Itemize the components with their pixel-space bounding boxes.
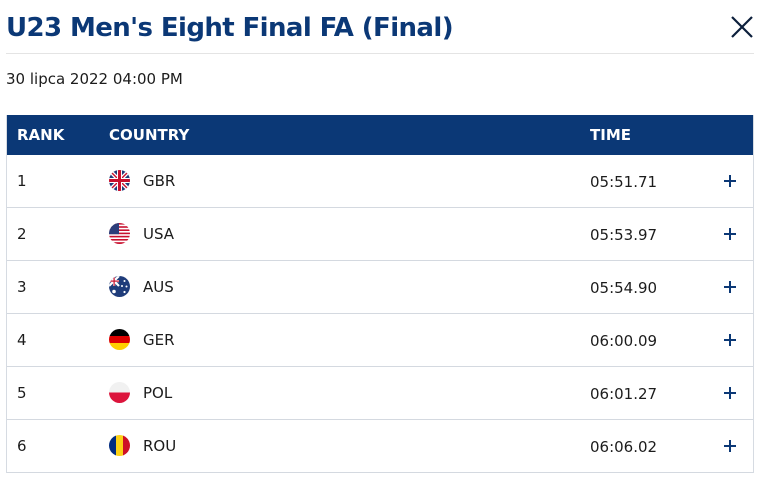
title-divider bbox=[6, 53, 754, 54]
time-cell: 06:00.09 bbox=[590, 332, 658, 350]
table-header: RANK COUNTRY TIME bbox=[7, 115, 753, 155]
rank-cell: 5 bbox=[17, 384, 27, 402]
country-code: GER bbox=[143, 331, 175, 349]
flag-gbr-icon bbox=[109, 170, 130, 191]
country-code: AUS bbox=[143, 278, 174, 296]
column-header-country: COUNTRY bbox=[109, 126, 190, 144]
column-header-time: TIME bbox=[590, 126, 631, 144]
time-cell: 05:51.71 bbox=[590, 173, 658, 191]
country-code: ROU bbox=[143, 437, 177, 455]
plus-icon[interactable] bbox=[720, 224, 740, 244]
plus-icon[interactable] bbox=[720, 383, 740, 403]
flag-rou-icon bbox=[109, 435, 130, 456]
plus-icon[interactable] bbox=[720, 330, 740, 350]
table-row: 2 USA 05:53.97 bbox=[7, 208, 753, 261]
rank-cell: 6 bbox=[17, 437, 27, 455]
table-row: 5 POL 06:01.27 bbox=[7, 367, 753, 420]
table-row: 3 AUS 05:54.90 bbox=[7, 261, 753, 314]
time-cell: 05:53.97 bbox=[590, 226, 658, 244]
flag-pol-icon bbox=[109, 382, 130, 403]
country-code: USA bbox=[143, 225, 175, 243]
country-code: POL bbox=[143, 384, 173, 402]
close-button[interactable] bbox=[727, 12, 757, 42]
flag-aus-icon bbox=[109, 276, 130, 297]
table-row: 1 GBR 05:51.71 bbox=[7, 155, 753, 208]
flag-ger-icon bbox=[109, 329, 130, 350]
table-row: 6 ROU 06:06.02 bbox=[7, 420, 753, 473]
time-cell: 06:01.27 bbox=[590, 385, 658, 403]
plus-icon[interactable] bbox=[720, 171, 740, 191]
column-header-rank: RANK bbox=[17, 126, 65, 144]
table-row: 4 GER 06:00.09 bbox=[7, 314, 753, 367]
plus-icon[interactable] bbox=[720, 277, 740, 297]
country-code: GBR bbox=[143, 172, 176, 190]
flag-usa-icon bbox=[109, 223, 130, 244]
page-title: U23 Men's Eight Final FA (Final) bbox=[6, 13, 454, 43]
race-date: 30 lipca 2022 04:00 PM bbox=[6, 70, 183, 88]
rank-cell: 4 bbox=[17, 331, 27, 349]
close-icon bbox=[731, 16, 753, 38]
rank-cell: 2 bbox=[17, 225, 27, 243]
plus-icon[interactable] bbox=[720, 436, 740, 456]
rank-cell: 3 bbox=[17, 278, 27, 296]
time-cell: 06:06.02 bbox=[590, 438, 658, 456]
results-table: RANK COUNTRY TIME 1 bbox=[6, 115, 754, 473]
time-cell: 05:54.90 bbox=[590, 279, 658, 297]
rank-cell: 1 bbox=[17, 172, 27, 190]
